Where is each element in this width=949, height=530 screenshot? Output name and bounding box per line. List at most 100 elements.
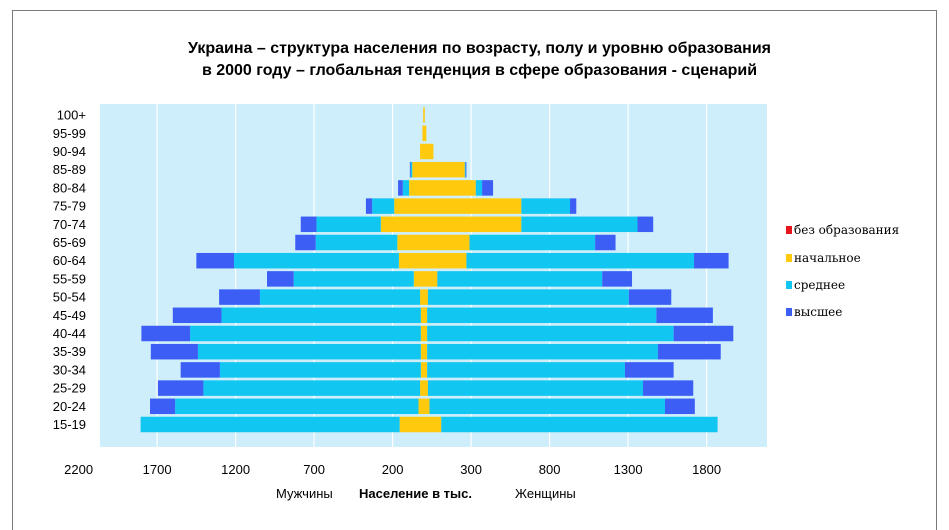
bar-female <box>437 271 603 287</box>
age-group-label: 80-84 <box>53 180 86 195</box>
bar-male <box>397 234 424 251</box>
bar-female <box>424 125 427 142</box>
age-group-label: 35-39 <box>53 344 86 359</box>
x-tick-label: 300 <box>460 462 482 477</box>
age-group-label: 65-69 <box>53 235 86 250</box>
bar-male <box>413 271 424 287</box>
x-tick-label: 200 <box>382 462 404 477</box>
bar-female <box>424 234 470 251</box>
age-group-label: 15-19 <box>53 417 86 432</box>
bar-female <box>466 252 695 269</box>
age-group-label: 100+ <box>57 108 86 123</box>
bar-female <box>441 416 718 433</box>
chart-frame <box>12 10 937 530</box>
bar-male <box>221 307 421 324</box>
x-tick-label: 1200 <box>221 462 250 477</box>
bar-male <box>315 234 398 251</box>
bar-male <box>234 252 399 269</box>
legend-swatch-none <box>786 226 792 234</box>
bar-male <box>157 380 204 396</box>
legend-item-primary: начальное <box>786 251 861 265</box>
bar-female <box>482 180 494 196</box>
bar-male <box>180 362 220 378</box>
x-tick-label: 2200 <box>64 462 93 477</box>
right-axis-title: Женщины <box>515 486 576 501</box>
x-tick-label: 1700 <box>143 462 172 477</box>
bar-male <box>150 398 176 415</box>
bar-male <box>420 143 424 160</box>
legend-swatch-secondary <box>786 281 792 289</box>
bar-male <box>316 216 381 233</box>
bar-female <box>424 198 522 214</box>
bar-female <box>427 380 644 396</box>
bar-female <box>673 325 734 342</box>
bar-male <box>190 325 421 342</box>
bar-female <box>427 362 625 378</box>
bar-male <box>259 289 421 305</box>
bar-male <box>380 216 424 233</box>
bar-male <box>372 198 395 214</box>
age-group-label: 75-79 <box>53 199 86 214</box>
bar-female <box>694 252 729 269</box>
legend-label-higher: высшее <box>794 305 843 319</box>
bar-female <box>469 234 596 251</box>
age-group-label: 70-74 <box>53 217 86 232</box>
age-group-label: 30-34 <box>53 362 86 377</box>
age-group-label: 45-49 <box>53 308 86 323</box>
legend-label-secondary: среднее <box>794 278 846 292</box>
bar-male <box>420 289 424 305</box>
bar-female <box>427 289 629 305</box>
legend-item-higher: высшее <box>786 305 842 319</box>
bar-male <box>295 234 316 251</box>
bar-female <box>424 325 428 342</box>
bar-male <box>175 398 419 415</box>
bar-female <box>521 198 571 214</box>
bar-female <box>424 161 465 178</box>
bar-female <box>424 398 430 415</box>
legend-item-none: без образования <box>786 223 899 237</box>
bar-male <box>293 271 414 287</box>
x-tick-label: 1300 <box>614 462 643 477</box>
x-axis-title: Население в тыс. <box>359 486 472 501</box>
age-group-label: 95-99 <box>53 126 86 141</box>
bar-female <box>424 362 428 378</box>
bar-female <box>424 380 428 396</box>
bar-male <box>409 180 424 196</box>
bar-female <box>424 416 442 433</box>
age-group-label: 55-59 <box>53 271 86 286</box>
bar-female <box>427 325 674 342</box>
bar-male <box>420 325 424 342</box>
bar-male <box>420 362 424 378</box>
bar-female <box>424 271 438 287</box>
x-tick-labels: 2200 1700 1200 700 200 300 800 1300 1800 <box>64 462 721 477</box>
bar-male <box>300 216 317 233</box>
bar-female <box>429 398 665 415</box>
bar-female <box>656 307 713 324</box>
bar-male <box>394 198 424 214</box>
bar-female <box>602 271 633 287</box>
bar-male <box>203 380 421 396</box>
bars <box>140 107 734 433</box>
chart-title: Украина – структура населения по возраст… <box>187 40 772 57</box>
x-tick-label: 700 <box>303 462 325 477</box>
legend-swatch-higher <box>786 308 792 316</box>
age-group-label: 60-64 <box>53 253 86 268</box>
bar-female <box>424 107 425 123</box>
age-group-label: 85-89 <box>53 162 86 177</box>
bar-male <box>398 252 424 269</box>
age-group-label: 40-44 <box>53 326 86 341</box>
bar-female <box>424 252 467 269</box>
bar-female <box>427 307 657 324</box>
bar-female <box>424 143 434 160</box>
age-group-label: 50-54 <box>53 290 86 305</box>
bar-female <box>424 307 428 324</box>
bar-male <box>172 307 222 324</box>
legend-label-primary: начальное <box>794 251 861 265</box>
bar-male <box>420 343 424 360</box>
legend-label-none: без образования <box>794 223 900 237</box>
bar-male <box>399 416 424 433</box>
bar-female <box>424 343 428 360</box>
bar-female <box>595 234 616 251</box>
bar-male <box>423 107 424 123</box>
bar-male <box>141 325 191 342</box>
